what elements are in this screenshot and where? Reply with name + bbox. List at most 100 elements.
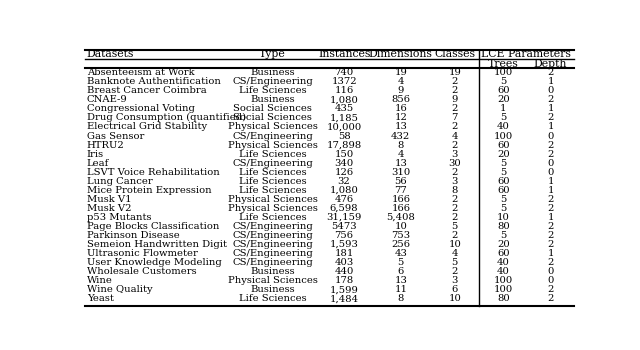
Text: Life Sciences: Life Sciences [239, 177, 307, 186]
Text: CNAE-9: CNAE-9 [86, 95, 127, 104]
Text: 5: 5 [500, 195, 506, 204]
Text: 0: 0 [547, 276, 554, 285]
Text: 9: 9 [397, 86, 404, 95]
Text: Leaf: Leaf [86, 159, 109, 168]
Text: 10,000: 10,000 [326, 122, 362, 132]
Text: 13: 13 [394, 159, 407, 168]
Text: CS/Engineering: CS/Engineering [232, 231, 313, 240]
Text: 40: 40 [497, 258, 510, 267]
Text: 5: 5 [500, 231, 506, 240]
Text: Wholesale Customers: Wholesale Customers [86, 267, 196, 276]
Text: CS/Engineering: CS/Engineering [232, 77, 313, 86]
Text: Gas Sensor: Gas Sensor [86, 132, 144, 141]
Text: 8: 8 [397, 141, 404, 149]
Text: 17,898: 17,898 [326, 141, 362, 149]
Text: 150: 150 [335, 149, 354, 159]
Text: 1: 1 [500, 104, 507, 113]
Text: 181: 181 [334, 249, 354, 258]
Text: 5: 5 [500, 77, 506, 86]
Text: 2: 2 [452, 104, 458, 113]
Text: 31,159: 31,159 [326, 213, 362, 222]
Text: 20: 20 [497, 149, 509, 159]
Text: LCE Parameters: LCE Parameters [481, 49, 572, 60]
Text: Type: Type [259, 49, 286, 60]
Text: Absenteeism at Work: Absenteeism at Work [86, 68, 194, 77]
Text: 56: 56 [394, 177, 407, 186]
Text: Physical Sciences: Physical Sciences [228, 276, 317, 285]
Text: 740: 740 [335, 68, 354, 77]
Text: 435: 435 [335, 104, 354, 113]
Text: 1,599: 1,599 [330, 285, 358, 294]
Text: 60: 60 [497, 186, 509, 195]
Text: 4: 4 [397, 77, 404, 86]
Text: 5: 5 [452, 258, 458, 267]
Text: 8: 8 [452, 186, 458, 195]
Text: 2: 2 [452, 231, 458, 240]
Text: 5: 5 [500, 168, 506, 177]
Text: 440: 440 [334, 267, 354, 276]
Text: 80: 80 [497, 294, 509, 303]
Text: 1,185: 1,185 [330, 113, 358, 122]
Text: 2: 2 [452, 204, 458, 213]
Text: 9: 9 [452, 95, 458, 104]
Text: 432: 432 [391, 132, 410, 141]
Text: 60: 60 [497, 249, 509, 258]
Text: 20: 20 [497, 95, 509, 104]
Text: Drug Consumption (quantified): Drug Consumption (quantified) [86, 113, 246, 122]
Text: 166: 166 [391, 204, 410, 213]
Text: 2: 2 [547, 195, 554, 204]
Text: CS/Engineering: CS/Engineering [232, 249, 313, 258]
Text: 2: 2 [452, 141, 458, 149]
Text: 19: 19 [448, 68, 461, 77]
Text: Business: Business [250, 267, 295, 276]
Text: 2: 2 [547, 149, 554, 159]
Text: 20: 20 [497, 240, 509, 249]
Text: 2: 2 [452, 213, 458, 222]
Text: 19: 19 [394, 68, 407, 77]
Text: Physical Sciences: Physical Sciences [228, 122, 317, 132]
Text: 2: 2 [452, 122, 458, 132]
Text: Business: Business [250, 285, 295, 294]
Text: 12: 12 [394, 113, 407, 122]
Text: 13: 13 [394, 122, 407, 132]
Text: Lung Cancer: Lung Cancer [86, 177, 152, 186]
Text: 100: 100 [493, 285, 513, 294]
Text: 6: 6 [397, 267, 404, 276]
Text: Ultrasonic Flowmeter: Ultrasonic Flowmeter [86, 249, 198, 258]
Text: 2: 2 [452, 267, 458, 276]
Text: Breast Cancer Coimbra: Breast Cancer Coimbra [86, 86, 206, 95]
Text: 4: 4 [451, 249, 458, 258]
Text: Wine: Wine [86, 276, 113, 285]
Text: 10: 10 [394, 222, 407, 231]
Text: 1: 1 [547, 249, 554, 258]
Text: 4: 4 [451, 132, 458, 141]
Text: Life Sciences: Life Sciences [239, 168, 307, 177]
Text: 1,080: 1,080 [330, 95, 358, 104]
Text: 5: 5 [397, 258, 404, 267]
Text: Congressional Voting: Congressional Voting [86, 104, 195, 113]
Text: Life Sciences: Life Sciences [239, 213, 307, 222]
Text: Yeast: Yeast [86, 294, 113, 303]
Text: 1372: 1372 [332, 77, 357, 86]
Text: Wine Quality: Wine Quality [86, 285, 152, 294]
Text: Instances: Instances [318, 49, 371, 60]
Text: 3: 3 [452, 276, 458, 285]
Text: 178: 178 [335, 276, 354, 285]
Text: 5,408: 5,408 [387, 213, 415, 222]
Text: 60: 60 [497, 86, 509, 95]
Text: 10: 10 [448, 294, 461, 303]
Text: 6: 6 [452, 285, 458, 294]
Text: Parkinson Disease: Parkinson Disease [86, 231, 179, 240]
Text: Physical Sciences: Physical Sciences [228, 204, 317, 213]
Text: 0: 0 [547, 132, 554, 141]
Text: CS/Engineering: CS/Engineering [232, 159, 313, 168]
Text: 5: 5 [500, 113, 506, 122]
Text: 80: 80 [497, 222, 509, 231]
Text: 60: 60 [497, 177, 509, 186]
Text: User Knowledge Modeling: User Knowledge Modeling [86, 258, 221, 267]
Text: Depth: Depth [534, 59, 567, 69]
Text: 2: 2 [452, 77, 458, 86]
Text: 2: 2 [547, 240, 554, 249]
Text: 5473: 5473 [332, 222, 357, 231]
Text: 40: 40 [497, 122, 510, 132]
